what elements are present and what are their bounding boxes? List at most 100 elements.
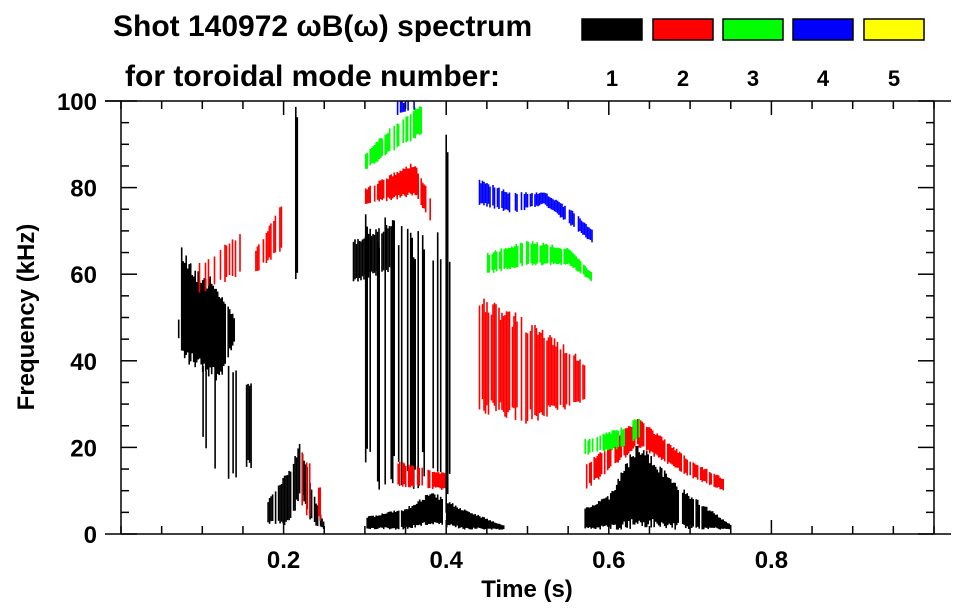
spectrum-streak-mode-2 <box>403 169 406 196</box>
spectrum-streak-mode-3 <box>582 264 585 275</box>
spectrum-streak-mode-1 <box>636 445 639 524</box>
spectrum-streak-mode-2 <box>596 455 598 478</box>
spectrum-streak-mode-1 <box>370 515 373 528</box>
spectrum-streak-mode-4 <box>407 101 409 111</box>
spectrum-streak-mode-3 <box>578 259 580 272</box>
spectrum-streak-mode-1 <box>454 505 457 528</box>
spectrum-streak-mode-1 <box>366 517 368 529</box>
spectrum-streak-mode-1 <box>203 278 205 364</box>
spectrum-streak-mode-4 <box>402 102 405 112</box>
spectrum-streak-mode-3 <box>587 440 589 455</box>
spectrum-streak-mode-4 <box>540 192 542 205</box>
spectrum-streak-mode-2 <box>495 304 497 412</box>
spectrum-streak-mode-1 <box>611 490 613 525</box>
spectrum-streak-mode-2 <box>198 262 201 293</box>
spectrum-streak-mode-2 <box>268 225 271 258</box>
spectrum-streak-mode-1 <box>424 495 427 525</box>
spectrum-streak-mode-2 <box>716 474 718 488</box>
spectrum-streak-mode-4 <box>492 185 494 206</box>
spectrum-streak-mode-4 <box>559 203 562 218</box>
spectrum-marks <box>177 101 732 530</box>
spectrum-streak-mode-1 <box>436 232 439 472</box>
spectrum-streak-mode-1 <box>620 472 622 530</box>
spectrum-streak-mode-2 <box>636 419 639 445</box>
spectrum-streak-mode-1 <box>450 504 452 525</box>
spectrum-streak-mode-2 <box>692 462 694 479</box>
spectrum-streak-mode-1 <box>641 453 643 526</box>
spectrum-streak-mode-3 <box>488 255 490 273</box>
spectrum-streak-mode-3 <box>509 248 511 269</box>
spectrum-streak-mode-1 <box>285 475 287 522</box>
spectrum-streak-mode-1 <box>201 280 204 372</box>
spectrum-streak-mode-2 <box>490 314 493 401</box>
spectrum-streak-mode-2 <box>378 180 380 202</box>
spectrum-streak-mode-3 <box>379 138 382 158</box>
spectrum-streak-mode-2 <box>668 443 670 463</box>
spectrum-streak-mode-3 <box>376 142 379 162</box>
spectrum-streak-mode-3 <box>515 243 517 268</box>
spectrum-streak-mode-2 <box>626 428 628 455</box>
spectrum-streak-mode-1 <box>379 515 382 528</box>
spectrum-streak-mode-1 <box>286 475 289 521</box>
spectrum-streak-mode-4 <box>586 226 589 240</box>
spectrum-streak-mode-2 <box>416 466 419 485</box>
spectrum-streak-mode-2 <box>695 464 697 478</box>
spectrum-streak-mode-2 <box>609 445 612 467</box>
spectrum-streak-mode-2 <box>507 311 509 413</box>
spectrum-streak-mode-3 <box>612 430 615 449</box>
spectrum-streak-mode-3 <box>609 433 612 450</box>
spectrum-streak-mode-2 <box>262 239 265 263</box>
spectrum-streak-mode-1 <box>177 319 180 339</box>
spectrum-streak-mode-1 <box>459 508 461 528</box>
spectrum-streak-mode-2 <box>417 173 419 199</box>
spectrum-streak-mode-1 <box>402 511 404 530</box>
spectrum-streak-mode-4 <box>589 228 592 240</box>
spectrum-streak-mode-1 <box>221 297 223 375</box>
spectrum-streak-mode-1 <box>375 229 377 276</box>
spectrum-streak-mode-4 <box>552 199 554 210</box>
y-tick-label: 80 <box>70 176 97 203</box>
spectrum-streak-mode-4 <box>396 101 399 115</box>
spectrum-streak-mode-3 <box>599 435 601 450</box>
spectrum-streak-mode-2 <box>593 456 595 480</box>
spectrum-streak-mode-1 <box>612 491 615 525</box>
spectrum-streak-mode-1 <box>475 515 478 529</box>
spectrum-streak-mode-4 <box>541 192 544 204</box>
spectrum-streak-mode-1 <box>185 255 187 355</box>
spectrum-streak-mode-2 <box>615 438 618 463</box>
spectrum-streak-mode-3 <box>635 419 637 440</box>
spectrum-streak-mode-2 <box>568 354 571 406</box>
spectrum-streak-mode-3 <box>611 430 613 451</box>
spectrum-streak-mode-1 <box>248 385 251 463</box>
spectrum-streak-mode-2 <box>442 472 444 489</box>
spectrum-streak-mode-4 <box>583 222 586 235</box>
spectrum-streak-mode-3 <box>397 124 400 146</box>
spectrum-streak-mode-2 <box>234 240 237 277</box>
spectrum-streak-mode-1 <box>423 500 425 523</box>
spectrum-streak-mode-1 <box>433 494 436 523</box>
spectrum-streak-mode-1 <box>216 291 219 374</box>
spectrum-streak-mode-2 <box>564 353 566 410</box>
spectrum-streak-mode-1 <box>405 509 407 527</box>
spectrum-streak-mode-1 <box>457 509 460 529</box>
spectrum-streak-mode-1 <box>219 298 222 372</box>
spectrum-streak-mode-4 <box>514 192 517 211</box>
spectrum-streak-mode-1 <box>372 234 374 274</box>
spectrum-streak-mode-1 <box>197 271 199 360</box>
spectrum-streak-mode-1 <box>426 494 428 525</box>
spectrum-streak-mode-4 <box>573 213 575 227</box>
spectrum-streak-mode-1 <box>188 264 190 365</box>
spectrum-streak-mode-1 <box>182 261 184 351</box>
spectrum-streak-mode-1 <box>468 512 470 530</box>
legend-swatch-mode-5 <box>863 18 925 41</box>
spectrum-streak-mode-1 <box>716 514 718 529</box>
spectrum-streak-mode-1 <box>496 523 499 529</box>
spectrum-streak-mode-2 <box>369 185 371 203</box>
spectrum-streak-mode-3 <box>617 430 619 447</box>
spectrum-streak-mode-2 <box>486 302 488 406</box>
spectrum-streak-mode-2 <box>414 166 416 196</box>
spectrum-streak-mode-1 <box>708 510 711 528</box>
spectrum-streak-mode-1 <box>594 504 597 529</box>
spectrum-streak-mode-1 <box>653 464 655 528</box>
spectrum-streak-mode-1 <box>472 514 475 528</box>
